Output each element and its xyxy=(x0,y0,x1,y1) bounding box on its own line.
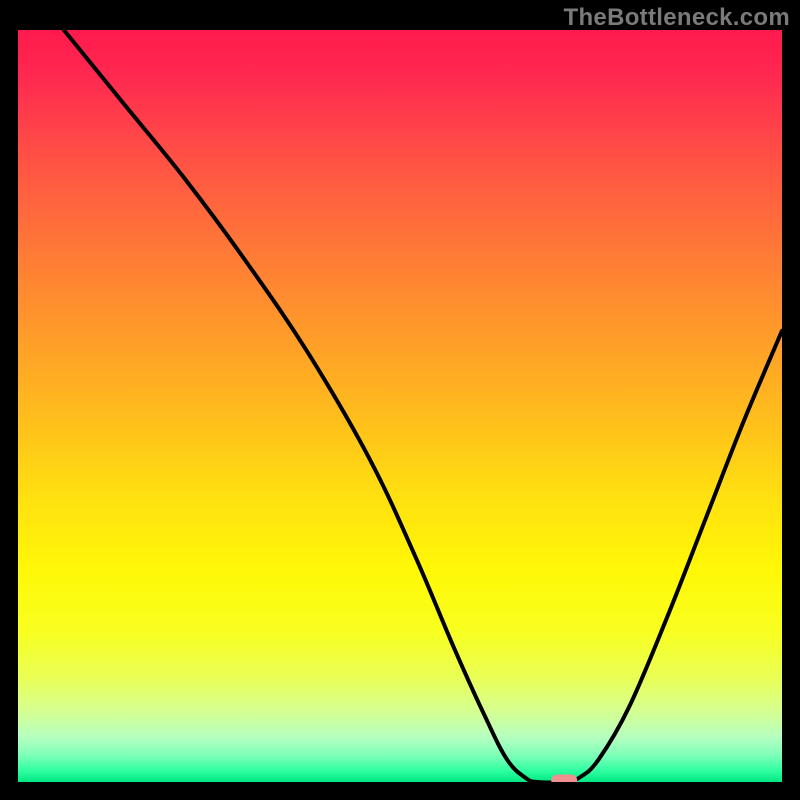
bottleneck-curve-plot xyxy=(18,30,782,782)
chart-canvas: TheBottleneck.com xyxy=(0,0,800,800)
watermark-text: TheBottleneck.com xyxy=(564,4,790,32)
optimum-marker xyxy=(551,774,577,782)
gradient-background xyxy=(18,30,782,782)
